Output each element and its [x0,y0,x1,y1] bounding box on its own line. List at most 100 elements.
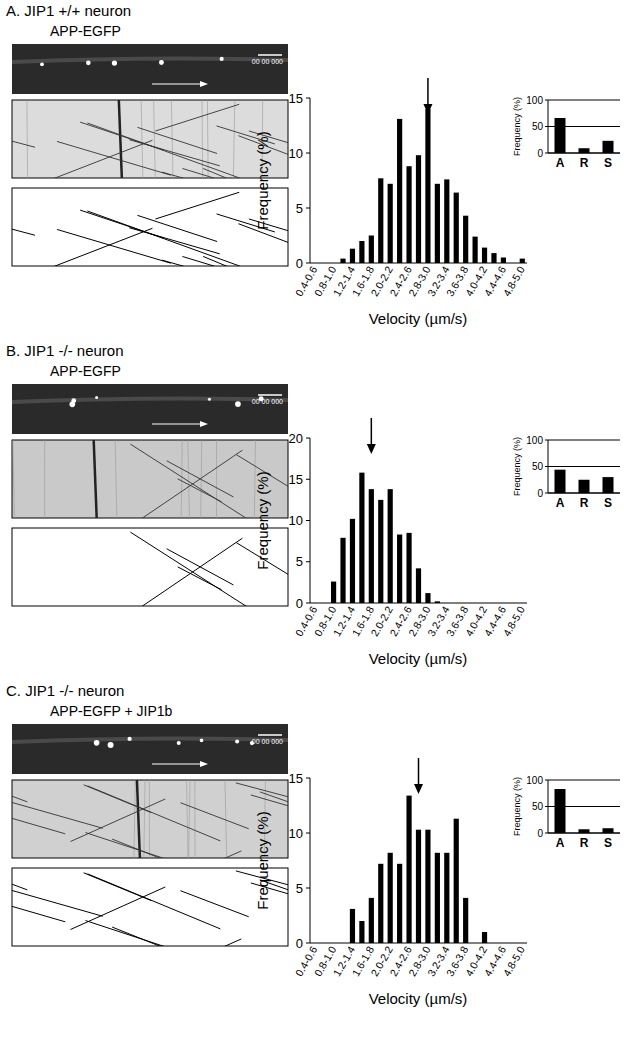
bar [378,864,383,943]
bar [482,932,487,943]
stationary-track [202,100,204,178]
moving-track [12,891,65,922]
x-tick-label: 4.8-5.0 [500,604,527,638]
bar [416,568,421,603]
kymograph-lines [12,440,288,518]
y-axis-label: Frequency (%) [512,777,522,836]
timestamp: 00 00 000 [252,398,283,405]
bar [359,241,364,263]
moving-track [80,122,164,150]
y-tick [306,153,310,154]
y-axis-label: Frequency (%) [512,97,522,156]
stationary-track [137,780,140,858]
stationary-track [216,440,217,518]
bar [378,500,383,603]
moving-track [80,210,164,238]
x-tick-label: S [604,496,612,510]
y-tick-label: 0 [296,256,303,271]
moving-track [203,256,256,266]
vesicle [86,61,91,66]
x-tick-label: 4.8-5.0 [500,264,527,298]
bar [482,248,487,263]
image-group: 00 00 000 [0,724,411,993]
micrograph [12,384,288,434]
bar [579,829,590,833]
y-tick [306,479,310,480]
vesicle [235,401,241,407]
y-tick-label: 100 [526,435,543,446]
bar [406,166,411,263]
moving-track [155,104,239,131]
y-tick-label: 5 [296,881,303,896]
bar [555,470,566,493]
moving-track [86,833,219,858]
timestamp: 00 00 000 [252,738,283,745]
direction-arrow [152,83,204,84]
trace-lines [12,192,288,266]
y-tick [545,833,548,834]
x-axis-label: Velocity (µm/s) [369,650,468,667]
y-tick-label: 10 [289,826,303,841]
moving-track [203,168,256,178]
y-tick [306,943,310,944]
scale-bar [258,734,282,736]
bar [406,533,411,603]
x-axis-label: Velocity (µm/s) [369,990,468,1007]
stationary-track [187,780,188,858]
bar [388,184,393,263]
y-tick-label: 0 [296,596,303,611]
bar [369,236,374,264]
bars [555,789,614,833]
timestamp: 00 00 000 [252,58,283,65]
x-tick-label: S [604,836,612,850]
x-tick-label: R [580,156,589,170]
y-tick-label: 0 [537,148,543,159]
bar [359,473,364,603]
axon [12,398,288,402]
kymograph [12,440,288,518]
bar [555,789,566,833]
stationary-track [26,100,28,178]
y-tick-label: 5 [296,201,303,216]
image-group: 00 00 000 [0,384,393,697]
y-tick-label: 50 [532,121,544,132]
x-axis [310,263,527,264]
bar [425,830,430,943]
y-tick [306,98,310,99]
y-tick-label: 10 [289,146,303,161]
x-axis [310,603,527,604]
bar [555,118,566,153]
stationary-track [119,100,122,178]
bar [435,853,440,943]
moving-track [180,803,248,829]
y-tick [306,888,310,889]
bar [579,148,590,153]
y-tick-label: 100 [526,775,543,786]
y-tick [306,603,310,604]
moving-track [236,783,288,798]
grid-line [548,466,620,467]
moving-track [12,220,35,236]
moving-track [12,509,107,518]
y-tick [545,440,548,441]
direction-arrow [152,763,204,764]
moving-track [71,887,166,930]
kymograph-trace [12,528,288,606]
direction-arrowhead [200,81,208,87]
bar [397,864,402,943]
bar [397,535,402,603]
y-axis-label: Frequency (%) [254,811,271,909]
panel-subtitle: APP-EGFP [50,23,121,39]
stationary-track [181,440,182,518]
y-tick-label: 0 [537,828,543,839]
moving-track [180,891,248,917]
bar [425,593,430,603]
y-tick [545,126,548,127]
y-tick-label: 50 [532,801,544,812]
bar [491,253,496,263]
y-tick [545,806,548,807]
moving-track [12,132,35,148]
bar [369,898,374,943]
moving-track [120,538,243,606]
panel-subtitle: APP-EGFP [50,363,121,379]
